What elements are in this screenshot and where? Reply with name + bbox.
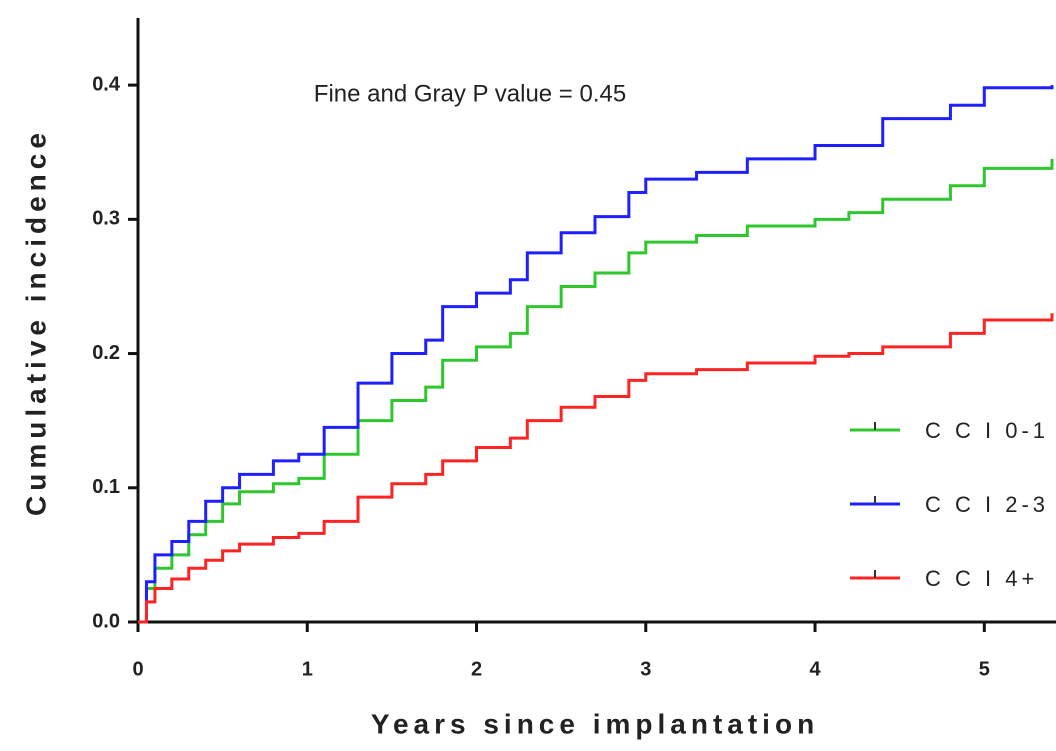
x-axis-title: Years since implantation: [371, 708, 819, 739]
legend-label: C C I 4+: [925, 566, 1038, 591]
x-tick-label: 0: [132, 658, 143, 680]
y-tick-label: 0.3: [92, 208, 120, 230]
legend-label: C C I 0-1: [925, 418, 1049, 443]
y-tick-label: 0.1: [92, 476, 120, 498]
x-tick-label: 4: [809, 658, 821, 680]
x-tick-label: 5: [979, 658, 990, 680]
y-tick-label: 0.4: [92, 73, 121, 95]
y-axis-title: Cumulative incidence: [20, 128, 51, 516]
series-line: [138, 158, 1054, 624]
series-line: [138, 85, 1054, 624]
legend-label: C C I 2-3: [925, 492, 1049, 517]
series-line: [138, 313, 1054, 624]
x-tick-label: 1: [302, 658, 313, 680]
y-tick-label: 0.0: [92, 610, 120, 632]
x-tick-label: 2: [471, 658, 482, 680]
annotation: Fine and Gray P value = 0.45: [314, 80, 626, 107]
x-tick-label: 3: [640, 658, 651, 680]
y-tick-label: 0.2: [92, 342, 120, 364]
